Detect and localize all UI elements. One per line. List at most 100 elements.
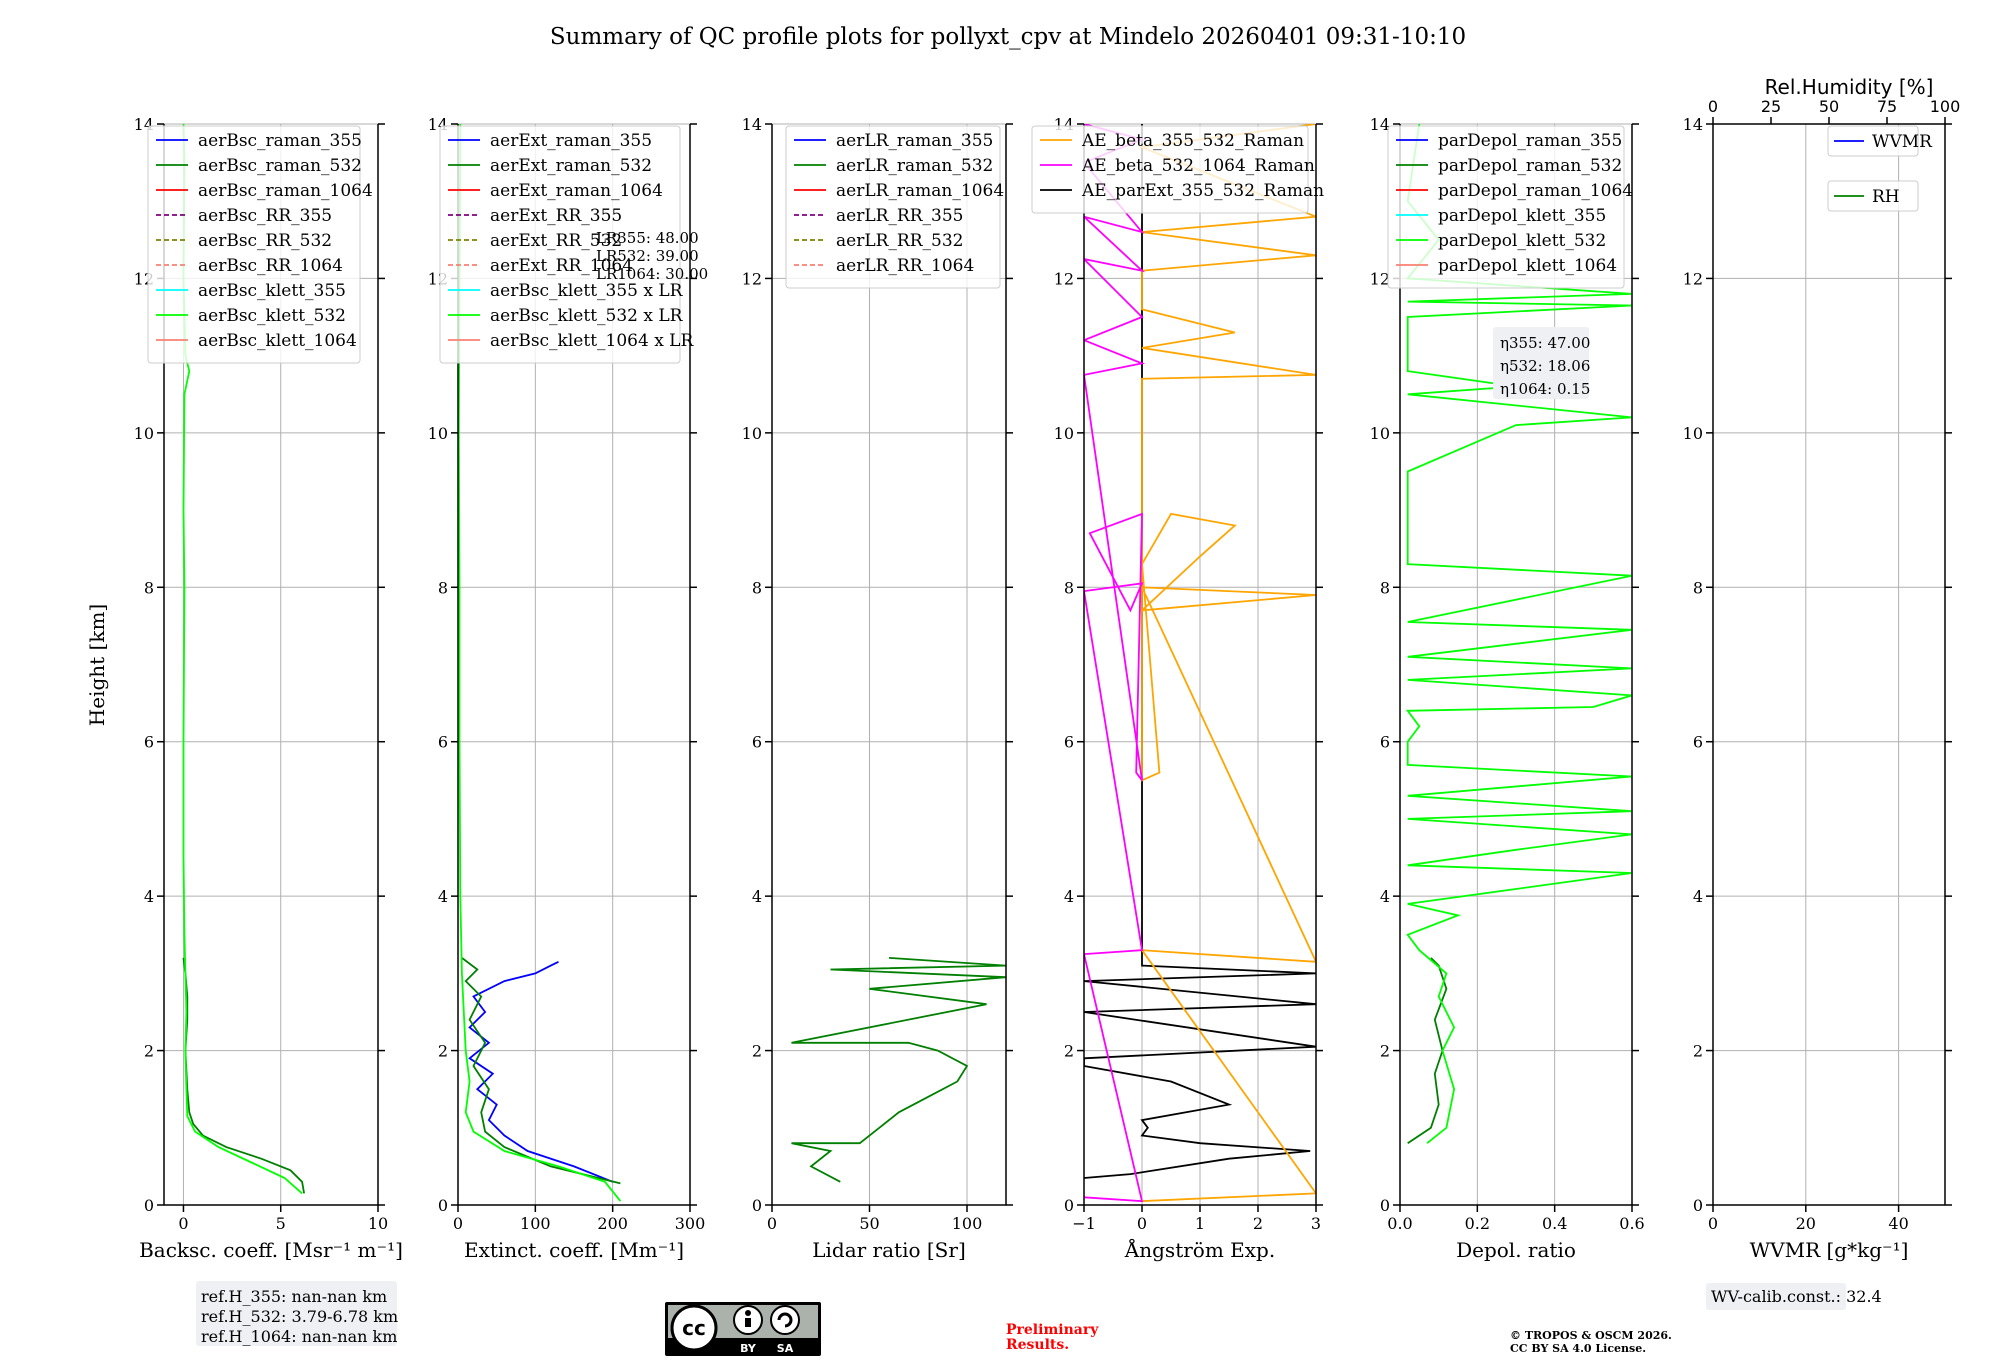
ytick-label: 0 [438,1196,448,1215]
legend-label: aerExt_RR_355 [490,206,622,226]
preliminary-line-2: Results. [1006,1337,1069,1353]
series-aerExt_raman_532 [461,957,621,1185]
legend-box [1827,180,1919,212]
ytick-label: 4 [144,887,154,906]
legend-label: RH [1872,187,1900,207]
ytick-label: 4 [1380,887,1390,906]
annotation-text: η1064: 0.15 [1500,380,1590,398]
ytick-label: 2 [1064,1042,1074,1061]
xtick-label: 100 [952,1214,983,1233]
legend-label: aerBsc_RR_1064 [198,256,343,276]
legend-label: aerExt_raman_532 [490,156,652,176]
ytick-label: 8 [438,578,448,597]
annotation-text: LR1064: 30.00 [596,265,708,283]
xtick-label: 50 [859,1214,879,1233]
series-AE_beta_532_1064_Raman [1084,124,1146,1203]
cc-by-label: BY [740,1342,757,1355]
series-AE_beta_355_532_Raman [1138,124,1316,1202]
series-group [1405,124,1632,1144]
legend-box [785,125,1001,289]
legend-label: aerLR_raman_355 [836,131,993,151]
series-group [458,124,622,1202]
xtick-label: 10 [368,1214,388,1233]
legend-label: aerBsc_klett_355 x LR [490,281,684,301]
legend-label: parDepol_klett_1064 [1438,256,1617,276]
xtick-label: 0 [1137,1214,1147,1233]
ytick-label: 8 [1380,578,1390,597]
x-axis-label: Backsc. coeff. [Msr⁻¹ m⁻¹] [139,1238,403,1262]
ytick-label: 4 [752,887,762,906]
xtick-label: 0 [767,1214,777,1233]
wv-calib-text: WV-calib.const.: 32.4 [1711,1287,1882,1306]
cc-sa-label: SA [777,1342,794,1355]
legend-label: aerLR_raman_532 [836,156,993,176]
ytick-label: 6 [1064,733,1074,752]
ytick-label: 0 [1380,1196,1390,1215]
annotation-text: η532: 18.06 [1500,357,1590,375]
ytick-label: 12 [1370,269,1390,288]
legend-box [147,125,361,364]
ytick-label: 12 [742,269,762,288]
ytick-label: 0 [1064,1196,1074,1215]
ytick-label: 2 [752,1042,762,1061]
cc-by-sa-badge: cc BY SA [665,1302,821,1356]
ytick-label: 14 [1370,115,1390,134]
ytick-label: 2 [144,1042,154,1061]
annotation-box [1493,327,1589,399]
ytick-label: 0 [144,1196,154,1215]
series-aerExt_raman_355 [468,960,614,1183]
xtick-label: 5 [276,1214,286,1233]
series-aerBsc_klett_532 x LR [458,124,622,1202]
legend-label: aerLR_raman_1064 [836,181,1004,201]
ytick-label: 12 [1683,269,1703,288]
ytick-label: 10 [134,424,154,443]
xtick-label: 0 [178,1214,188,1233]
xtick-label: 2 [1253,1214,1263,1233]
panels-group: 0 2 4 6 8 10 12 14 0 5 10 Backsc. coeff. [Msr⁻¹ m⁻¹… [134,75,1961,1262]
ytick-label: 4 [1693,887,1703,906]
panel-depolarization: 0 2 4 6 8 10 12 14 0.0 0.2 0.4 0.6 Depol. ratio parDe… [1370,115,1645,1262]
x-axis-label: Lidar ratio [Sr] [812,1238,966,1262]
figure-title: Summary of QC profile plots for pollyxt_… [550,24,1466,50]
ytick-label: 10 [1683,424,1703,443]
ytick-label: 0 [752,1196,762,1215]
legend-label: aerExt_RR_1064 [490,256,633,276]
ytick-label: 2 [1380,1042,1390,1061]
ytick-label: 10 [742,424,762,443]
legend-label: aerBsc_raman_355 [198,131,362,151]
legend-box [439,125,681,364]
series-group [1084,124,1316,1203]
ytick-label: 6 [1380,733,1390,752]
legend-label: aerLR_RR_1064 [836,256,974,276]
ytick-label: 8 [752,578,762,597]
cc-logo-icon [670,1304,718,1352]
top-tick-label: 0 [1708,97,1718,116]
annotation-text: LR355: 48.00 [596,229,699,247]
ytick-label: 6 [144,733,154,752]
ytick-label: 14 [742,115,762,134]
wv-calib-box: WV-calib.const.: 32.4 [1706,1283,1882,1310]
legend-label: aerBsc_klett_532 [198,306,346,326]
series-group [791,957,1006,1183]
xtick-label: 100 [520,1214,551,1233]
annotation-text: η355: 47.00 [1500,334,1590,352]
ytick-label: 6 [438,733,448,752]
legend-label: aerBsc_raman_1064 [198,181,373,201]
ytick-label: 8 [1693,578,1703,597]
legend-label: parDepol_raman_355 [1438,131,1622,151]
legend-label: aerExt_raman_1064 [490,181,663,201]
ytick-label: 14 [1683,115,1703,134]
x-axis-label: Extinct. coeff. [Mm⁻¹] [464,1238,684,1262]
xtick-label: 0.4 [1542,1214,1567,1233]
series-AE_parExt_355_532_Raman [1084,124,1316,1179]
legend-label: aerBsc_RR_355 [198,206,332,226]
copyright-line-2: CC BY SA 4.0 License. [1510,1342,1646,1355]
ref-height-1064: ref.H_1064: nan-nan km [201,1327,397,1346]
ytick-label: 8 [144,578,154,597]
legend-label: aerBsc_RR_532 [198,231,332,251]
ytick-label: 10 [428,424,448,443]
preliminary-line-1: Preliminary [1006,1322,1099,1338]
